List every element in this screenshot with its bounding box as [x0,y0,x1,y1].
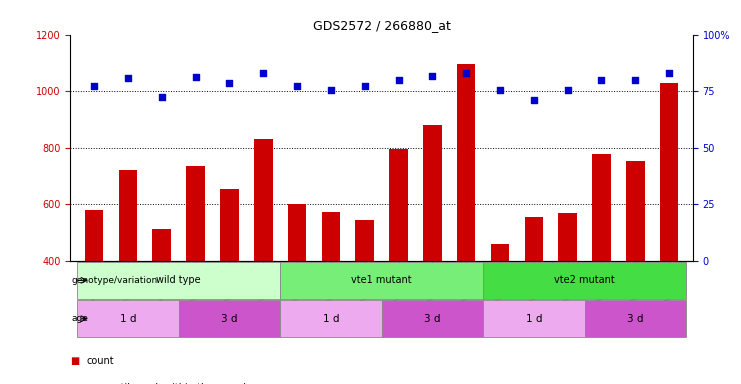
Point [190,74,202,80]
Bar [491,244,509,261]
Point [359,83,370,89]
Bar [626,161,645,261]
Bar [659,83,679,261]
Text: 3 d: 3 d [627,314,644,324]
Title: GDS2572 / 266880_at: GDS2572 / 266880_at [313,19,451,32]
Text: 3 d: 3 d [424,314,441,324]
Point [629,77,641,83]
Point [562,87,574,93]
Text: 3 d: 3 d [221,314,238,324]
Bar [559,213,577,261]
Bar [119,170,137,261]
Bar [280,262,483,299]
Text: genotype/variation: genotype/variation [71,276,157,285]
Text: 1 d: 1 d [322,314,339,324]
Point [122,75,134,81]
Bar [77,300,179,337]
Bar [585,300,686,337]
Bar [389,149,408,261]
Point [224,79,236,86]
Point [325,87,337,93]
Point [426,73,438,79]
Text: vte1 mutant: vte1 mutant [351,275,412,285]
Point [291,83,303,89]
Bar [382,300,483,337]
Bar [77,262,280,299]
Point [393,77,405,83]
Text: ■: ■ [70,383,79,384]
Bar [179,300,280,337]
Text: 1 d: 1 d [119,314,136,324]
Bar [423,125,442,261]
Bar [483,262,686,299]
Bar [153,228,171,261]
Text: count: count [87,356,114,366]
Bar [288,204,306,261]
Bar [254,139,273,261]
Bar [356,220,374,261]
Point [596,77,608,83]
Point [460,70,472,76]
Text: vte2 mutant: vte2 mutant [554,275,615,285]
Text: age: age [71,314,88,323]
Text: 1 d: 1 d [525,314,542,324]
Text: percentile rank within the sample: percentile rank within the sample [87,383,252,384]
Bar [84,210,104,261]
Text: wild type: wild type [156,275,201,285]
Bar [186,166,205,261]
Point [88,83,100,89]
Bar [280,300,382,337]
Bar [457,64,476,261]
Bar [220,189,239,261]
Point [528,97,539,103]
Point [257,70,269,76]
Text: ■: ■ [70,356,79,366]
Point [156,94,167,100]
Bar [322,212,340,261]
Point [663,70,675,76]
Bar [483,300,585,337]
Bar [525,217,543,261]
Point [494,87,506,93]
Bar [592,154,611,261]
